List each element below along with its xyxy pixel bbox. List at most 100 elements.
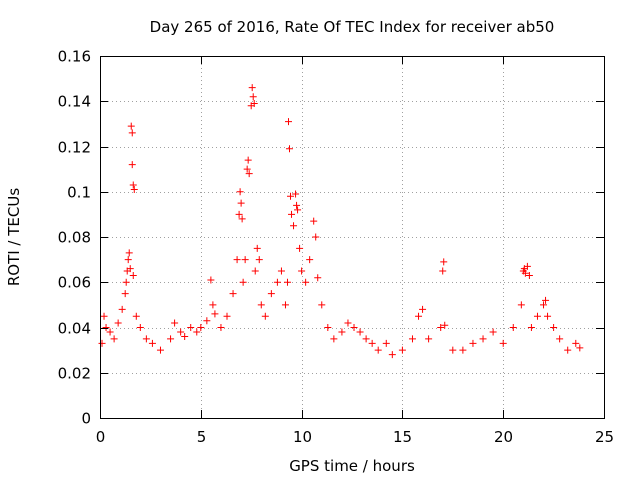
data-point bbox=[209, 301, 217, 309]
data-point bbox=[243, 165, 251, 173]
data-point bbox=[437, 324, 445, 331]
data-point bbox=[324, 324, 332, 331]
data-point bbox=[368, 339, 376, 347]
data-point bbox=[287, 192, 295, 200]
data-point bbox=[284, 118, 292, 126]
data-point bbox=[542, 296, 550, 304]
y-tick-label: 0.12 bbox=[58, 139, 91, 157]
data-point bbox=[241, 256, 249, 264]
x-tick-label: 25 bbox=[595, 428, 614, 446]
data-point bbox=[121, 290, 129, 298]
data-point bbox=[388, 351, 396, 359]
data-point bbox=[236, 188, 244, 196]
data-point bbox=[277, 267, 285, 275]
data-point bbox=[288, 210, 296, 218]
data-point bbox=[177, 328, 185, 336]
data-point bbox=[251, 267, 259, 275]
data-point bbox=[312, 233, 320, 241]
data-point bbox=[100, 312, 108, 320]
x-axis-label: GPS time / hours bbox=[289, 457, 415, 475]
y-tick-label: 0.08 bbox=[58, 229, 91, 247]
data-point bbox=[110, 335, 118, 343]
data-point bbox=[310, 217, 318, 225]
data-point bbox=[118, 305, 126, 313]
data-point bbox=[294, 206, 302, 214]
data-point bbox=[253, 244, 261, 252]
data-point bbox=[136, 324, 144, 331]
data-point bbox=[129, 181, 137, 189]
x-tick-label: 10 bbox=[293, 428, 312, 446]
data-point bbox=[356, 328, 364, 336]
data-point bbox=[102, 324, 110, 331]
data-point bbox=[439, 267, 447, 275]
data-point bbox=[255, 256, 263, 264]
data-point bbox=[211, 310, 219, 318]
data-point bbox=[171, 319, 179, 327]
data-point bbox=[419, 305, 427, 313]
axis-ticks: 0 0.02 0.04 0.06 0.08 0.1 0.12 0.14 0.16 0 5 10 15 20… bbox=[58, 48, 614, 447]
data-point bbox=[233, 256, 241, 264]
data-point bbox=[128, 129, 136, 137]
data-point bbox=[286, 145, 294, 153]
data-point bbox=[181, 333, 189, 341]
data-point bbox=[292, 190, 300, 198]
data-point bbox=[459, 346, 467, 354]
data-point bbox=[98, 339, 106, 347]
grid-lines bbox=[100, 56, 604, 418]
data-point bbox=[261, 312, 269, 320]
y-tick-label: 0.02 bbox=[58, 365, 91, 383]
x-tick-label: 0 bbox=[96, 428, 106, 446]
data-point bbox=[318, 301, 326, 309]
data-point bbox=[576, 344, 584, 352]
data-point bbox=[130, 185, 138, 193]
data-point bbox=[114, 319, 122, 327]
data-point bbox=[517, 301, 525, 309]
y-tick-label: 0.16 bbox=[58, 48, 91, 66]
data-point bbox=[257, 301, 265, 309]
data-point bbox=[235, 210, 243, 218]
data-point bbox=[521, 269, 529, 277]
data-point bbox=[132, 312, 140, 320]
data-point bbox=[344, 319, 352, 327]
data-point bbox=[302, 278, 310, 286]
data-point bbox=[237, 199, 245, 207]
data-point bbox=[572, 339, 580, 347]
data-point bbox=[156, 346, 164, 354]
data-point bbox=[122, 278, 130, 286]
y-tick-label: 0.06 bbox=[58, 274, 91, 292]
data-point bbox=[527, 324, 535, 331]
data-point bbox=[296, 244, 304, 252]
y-axis-label: ROTI / TECUs bbox=[5, 188, 23, 286]
data-point bbox=[550, 324, 558, 331]
data-point bbox=[250, 100, 258, 108]
data-point bbox=[544, 312, 552, 320]
data-points bbox=[98, 84, 584, 359]
data-point bbox=[245, 170, 253, 178]
data-point bbox=[217, 324, 225, 331]
y-tick-label: 0.14 bbox=[58, 93, 91, 111]
data-point bbox=[124, 256, 132, 264]
data-point bbox=[283, 278, 291, 286]
data-point bbox=[556, 335, 564, 343]
data-point bbox=[441, 321, 449, 329]
data-point bbox=[489, 328, 497, 336]
chart-title: Day 265 of 2016, Rate Of TEC Index for r… bbox=[150, 18, 555, 36]
data-point bbox=[440, 258, 448, 266]
data-point bbox=[187, 324, 195, 331]
data-point bbox=[330, 335, 338, 343]
data-point bbox=[106, 328, 114, 336]
data-point bbox=[374, 346, 382, 354]
x-tick-label: 15 bbox=[393, 428, 412, 446]
data-point bbox=[203, 317, 211, 325]
data-point bbox=[126, 265, 134, 273]
data-point bbox=[197, 324, 205, 331]
data-point bbox=[244, 156, 252, 164]
y-tick-label: 0.1 bbox=[67, 184, 91, 202]
data-point bbox=[449, 346, 457, 354]
data-point bbox=[382, 339, 390, 347]
data-point bbox=[273, 278, 281, 286]
data-point bbox=[408, 335, 416, 343]
data-point bbox=[479, 335, 487, 343]
